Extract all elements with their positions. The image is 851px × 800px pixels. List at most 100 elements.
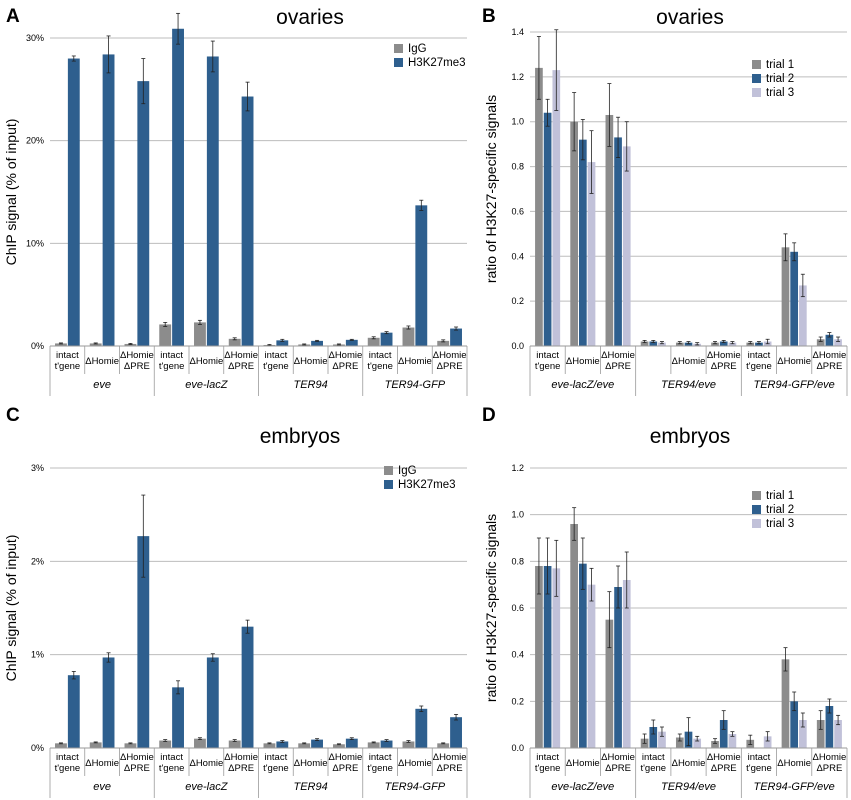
category-label: ΔHomie: [601, 752, 635, 763]
group-label: TER94-GFP/eve: [754, 379, 835, 391]
category-label-line2: t'gene: [535, 361, 561, 372]
bar-h3k27me3: [206, 56, 219, 346]
bar-trial-1: [711, 342, 719, 346]
y-tick-label: 0.6: [511, 206, 524, 216]
bar-trial-2: [755, 342, 763, 346]
category-label-line2: t'gene: [367, 763, 393, 774]
bar-igg: [89, 343, 102, 346]
chart-title: embryos: [650, 425, 731, 448]
y-tick-label: 3%: [31, 463, 44, 473]
category-label: ΔHomie: [189, 758, 223, 769]
category-label: intact: [265, 752, 288, 763]
bar-igg: [298, 743, 311, 748]
group-label: eve-lacZ/eve: [551, 781, 614, 793]
category-label: intact: [748, 752, 771, 763]
bar-h3k27me3: [276, 741, 289, 748]
group-label: TER94-GFP: [385, 379, 446, 391]
bar-trial-2: [578, 139, 587, 346]
legend-swatch: [384, 480, 393, 489]
y-tick-label: 1%: [31, 650, 44, 660]
category-label: ΔHomie: [812, 350, 846, 361]
chart-title: ovaries: [656, 6, 724, 29]
chart-title: embryos: [260, 425, 341, 448]
bar-h3k27me3: [172, 687, 184, 748]
category-label: ΔHomie: [189, 356, 223, 367]
category-label-line2: t'gene: [367, 361, 393, 372]
bar-trial-2: [684, 342, 693, 346]
bar-h3k27me3: [67, 675, 80, 748]
bar-trial-2: [614, 137, 622, 346]
bar-igg: [194, 738, 206, 748]
category-label: intact: [56, 350, 79, 361]
bar-igg: [89, 742, 102, 748]
legend-label: trial 3: [766, 518, 794, 530]
chart-title: ovaries: [276, 6, 344, 29]
bar-trial-1: [781, 247, 790, 346]
bar-trial-3: [799, 720, 807, 748]
bar-igg: [367, 742, 380, 748]
bar-trial-1: [640, 341, 649, 346]
bar-trial-1: [746, 342, 755, 346]
category-label: ΔHomie: [294, 356, 328, 367]
category-label: ΔHomie: [328, 350, 362, 361]
bar-h3k27me3: [67, 58, 80, 347]
y-tick-label: 0.0: [511, 743, 524, 753]
y-tick-label: 0%: [31, 743, 44, 753]
bar-trial-2: [614, 587, 622, 748]
bar-trial-3: [728, 342, 737, 346]
category-label: ΔHomie: [398, 356, 432, 367]
bar-trial-2: [578, 563, 587, 748]
category-label-line2: t'gene: [640, 763, 666, 774]
bar-h3k27me3: [450, 328, 462, 346]
bar-trial-3: [552, 70, 561, 346]
legend-swatch: [752, 491, 761, 500]
category-label-line2: ΔPRE: [437, 361, 463, 372]
bar-trial-3: [587, 584, 596, 748]
bar-h3k27me3: [415, 205, 428, 346]
category-label-line2: t'gene: [535, 763, 561, 774]
bar-h3k27me3: [206, 657, 219, 748]
bar-trial-2: [790, 251, 799, 346]
bar-igg: [437, 743, 450, 748]
category-label: intact: [369, 752, 392, 763]
bar-trial-1: [781, 659, 790, 748]
bar-igg: [228, 740, 241, 748]
bar-igg: [194, 322, 206, 346]
category-label: intact: [265, 350, 288, 361]
bar-igg: [402, 327, 415, 346]
category-label-line2: ΔPRE: [124, 361, 150, 372]
category-label: ΔHomie: [777, 758, 811, 769]
category-label-line2: ΔPRE: [816, 763, 842, 774]
category-label: ΔHomie: [433, 752, 467, 763]
y-tick-label: 0.2: [511, 296, 524, 306]
bar-trial-2: [825, 334, 834, 346]
bar-trial-1: [816, 720, 825, 748]
bar-trial-3: [834, 339, 842, 346]
y-tick-label: 0.8: [511, 162, 524, 172]
category-label-line2: ΔPRE: [711, 763, 737, 774]
legend-label: trial 1: [766, 59, 794, 71]
bar-igg: [367, 337, 380, 346]
bar-igg: [263, 743, 276, 748]
legend-label: trial 2: [766, 504, 794, 516]
category-label: ΔHomie: [566, 356, 600, 367]
legend-swatch: [752, 505, 761, 514]
bar-igg: [124, 743, 137, 748]
bar-trial-3: [799, 285, 807, 346]
bar-igg: [228, 338, 241, 346]
bar-h3k27me3: [276, 340, 289, 346]
bar-trial-3: [658, 731, 666, 748]
legend-swatch: [384, 466, 393, 475]
group-label: TER94: [294, 781, 328, 793]
category-label: ΔHomie: [601, 350, 635, 361]
bar-h3k27me3: [137, 81, 150, 347]
bar-h3k27me3: [172, 28, 184, 346]
bar-trial-1: [535, 67, 543, 346]
category-label: ΔHomie: [328, 752, 362, 763]
y-axis-label: ChIP signal (% of input): [3, 535, 19, 682]
legend-label: trial 3: [766, 87, 794, 99]
bar-igg: [124, 343, 137, 346]
category-label: intact: [160, 350, 183, 361]
